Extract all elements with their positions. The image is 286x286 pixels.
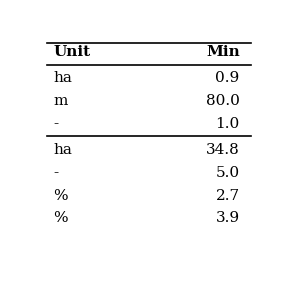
Text: 3.9: 3.9 [216, 211, 240, 225]
Text: %: % [53, 211, 68, 225]
Text: 0.9: 0.9 [215, 72, 240, 86]
Text: ha: ha [53, 143, 72, 157]
Text: -: - [53, 117, 59, 131]
Text: -: - [53, 166, 59, 180]
Text: Min: Min [206, 45, 240, 59]
Text: 34.8: 34.8 [206, 143, 240, 157]
Text: %: % [53, 188, 68, 202]
Text: 80.0: 80.0 [206, 94, 240, 108]
Text: 2.7: 2.7 [216, 188, 240, 202]
Text: m: m [53, 94, 68, 108]
Text: 1.0: 1.0 [215, 117, 240, 131]
Text: ha: ha [53, 72, 72, 86]
Text: Unit: Unit [53, 45, 91, 59]
Text: 5.0: 5.0 [216, 166, 240, 180]
